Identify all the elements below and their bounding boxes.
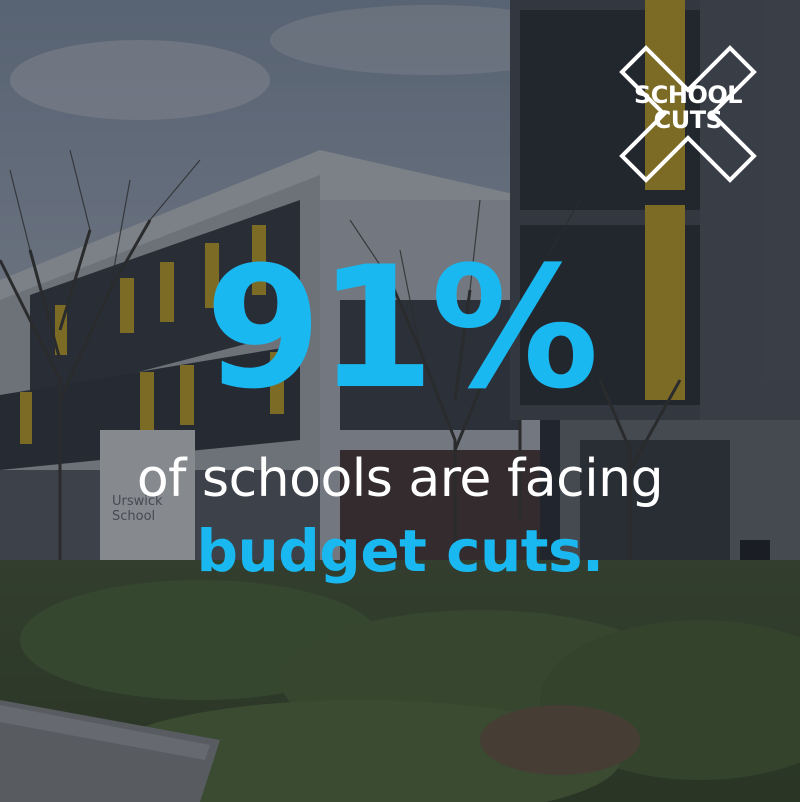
sign-text-2: School <box>112 509 155 524</box>
sign-text: Urswick <box>112 494 163 509</box>
headline-stat: 91% <box>204 230 599 426</box>
logo-line-1: SCHOOL <box>633 81 743 109</box>
school-cuts-logo: SCHOOL CUTS <box>618 83 758 133</box>
bare-trees <box>0 219 682 660</box>
headline-line-2: budget cuts. <box>196 517 604 585</box>
logo-line-2: CUTS <box>653 106 723 134</box>
left-building <box>0 150 540 560</box>
headline-line-1: of schools are facing <box>136 449 664 509</box>
x-cross-logo-icon <box>619 45 757 183</box>
